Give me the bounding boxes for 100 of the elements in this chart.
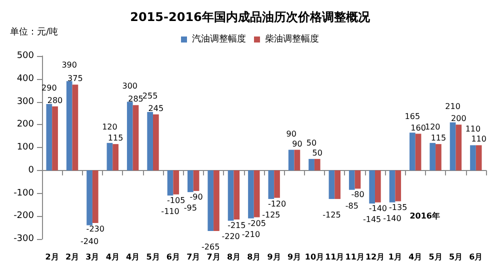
data-label: 280 (47, 96, 63, 105)
data-label: -125 (262, 210, 280, 220)
y-tick-label: -200 (14, 211, 34, 222)
bar (254, 170, 260, 218)
bar (294, 150, 300, 170)
data-label: -95 (184, 204, 197, 213)
y-tick-label: -100 (14, 188, 34, 198)
bar (395, 170, 402, 202)
bar (450, 122, 456, 170)
bar (228, 170, 234, 221)
x-tick-label: 6月 (469, 252, 483, 262)
data-label: -85 (345, 201, 358, 210)
x-tick-label: 5月 (448, 252, 463, 262)
bar (288, 150, 294, 170)
bar (268, 170, 274, 199)
data-label: 50 (306, 138, 317, 148)
data-label: -80 (351, 190, 364, 200)
data-label: -145 (362, 215, 382, 224)
bar (436, 144, 442, 170)
x-tick-label: 3月 (86, 252, 100, 262)
bar (375, 170, 381, 202)
data-label: 375 (68, 74, 83, 84)
x-tick-label: 2月 (65, 252, 80, 262)
bar (369, 170, 375, 204)
data-label: 90 (286, 129, 296, 138)
bar (72, 84, 78, 170)
y-tick-label: 0 (28, 165, 34, 176)
x-tick-label: 4月 (408, 252, 422, 262)
legend-label: 汽油调整幅度 (192, 34, 246, 44)
bar (167, 170, 174, 196)
x-tick-label: 8月 (226, 252, 241, 262)
data-label: 90 (292, 139, 302, 148)
bar (147, 112, 153, 170)
legend-label: 柴油调整幅度 (265, 34, 319, 44)
data-label: 115 (108, 134, 124, 143)
bar (470, 145, 476, 170)
x-tick-label: 9月 (287, 252, 302, 262)
bar (106, 142, 113, 170)
bar (214, 170, 220, 231)
x-tick-label: 9月 (267, 252, 281, 262)
data-label: -230 (86, 224, 104, 234)
y-tick-label: 400 (16, 74, 34, 84)
bar (112, 144, 118, 170)
data-label: -265 (202, 242, 220, 252)
bar (389, 170, 396, 202)
bar (308, 158, 314, 170)
x-tick-label: 11月 (345, 252, 364, 262)
bar (430, 142, 436, 170)
data-label: -140 (383, 214, 402, 223)
bar (92, 170, 98, 223)
text: 单位：元/吨 (10, 26, 58, 38)
bar (328, 170, 335, 199)
bar (52, 106, 58, 170)
bar (415, 134, 422, 170)
y-tick-label: 300 (16, 96, 34, 107)
data-label: -125 (322, 210, 341, 220)
y-tick-label: 100 (16, 142, 34, 152)
data-label: 390 (62, 60, 77, 70)
x-tick-label: 1月 (388, 252, 402, 262)
data-label: -120 (268, 199, 286, 208)
bar (234, 170, 240, 220)
data-label: 290 (42, 84, 57, 93)
bar (193, 170, 200, 191)
data-label: -210 (242, 230, 260, 239)
bar (354, 170, 361, 189)
x-tick-label: 10月 (304, 252, 324, 262)
bar (188, 170, 194, 192)
x-tick-label: 12月 (365, 252, 385, 262)
bar (86, 170, 92, 226)
data-label: -90 (190, 192, 203, 202)
data-label: 110 (465, 124, 481, 134)
bar (126, 102, 133, 170)
bar (46, 104, 52, 170)
data-label: 50 (312, 148, 322, 158)
x-tick-label: 11月 (325, 252, 344, 262)
data-label: -205 (248, 218, 266, 228)
data-label: 110 (471, 134, 486, 144)
data-label: 285 (128, 94, 144, 104)
data-label: -220 (222, 232, 240, 242)
data-label: -140 (368, 204, 388, 213)
bar (248, 170, 254, 218)
data-label: -105 (167, 196, 186, 205)
bar (476, 145, 482, 170)
bar (410, 132, 416, 170)
data-label: 210 (445, 102, 460, 111)
data-label: 245 (148, 104, 164, 113)
bar (173, 170, 180, 194)
bar (314, 158, 320, 170)
bar (348, 170, 355, 190)
data-label: 165 (404, 112, 420, 122)
bar (456, 124, 462, 170)
y-tick-label: -300 (14, 234, 34, 244)
x-tick-label: 5月 (428, 252, 442, 262)
x-tick-label: 5月 (146, 252, 160, 262)
x-tick-label: 8月 (247, 252, 261, 262)
bar (132, 105, 139, 170)
bar (208, 170, 214, 231)
data-label: 115 (430, 134, 446, 143)
data-label: -110 (161, 207, 180, 216)
bar (274, 170, 280, 198)
